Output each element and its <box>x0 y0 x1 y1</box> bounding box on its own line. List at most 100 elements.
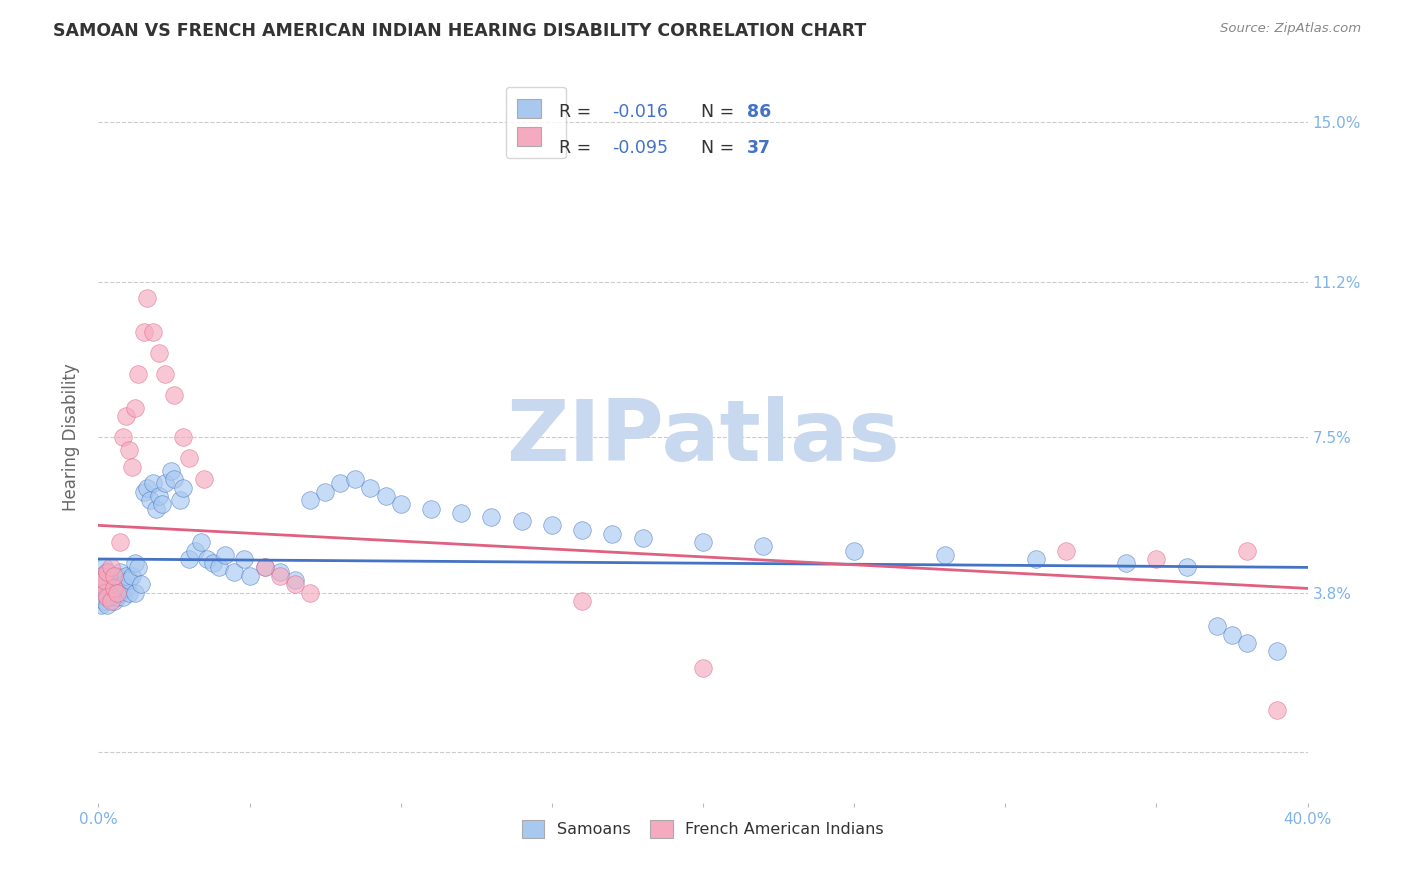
Point <box>96 585 118 599</box>
Point <box>108 573 131 587</box>
Point <box>124 401 146 415</box>
Point <box>752 540 775 554</box>
Point <box>100 590 122 604</box>
Point <box>100 582 122 596</box>
Point <box>93 573 115 587</box>
Point <box>114 569 136 583</box>
Point <box>124 556 146 570</box>
Point <box>93 573 115 587</box>
Point <box>96 590 118 604</box>
Point <box>90 569 112 583</box>
Point <box>195 552 218 566</box>
Text: -0.095: -0.095 <box>613 139 668 157</box>
Point <box>135 481 157 495</box>
Point <box>142 325 165 339</box>
Point <box>184 543 207 558</box>
Point <box>145 501 167 516</box>
Point <box>105 590 128 604</box>
Text: N =: N = <box>700 103 740 120</box>
Point <box>163 472 186 486</box>
Point <box>1267 703 1289 717</box>
Point <box>284 577 307 591</box>
Point <box>93 585 115 599</box>
Point <box>510 514 533 528</box>
Point <box>111 590 134 604</box>
Text: 86: 86 <box>747 103 770 120</box>
Point <box>169 493 191 508</box>
Point <box>132 484 155 499</box>
Point <box>103 577 125 591</box>
Point <box>329 476 352 491</box>
Text: -0.016: -0.016 <box>613 103 668 120</box>
Point <box>224 565 246 579</box>
Point <box>118 573 141 587</box>
Point <box>142 476 165 491</box>
Text: R =: R = <box>560 103 598 120</box>
Point <box>114 582 136 596</box>
Point <box>108 585 131 599</box>
Point <box>118 585 141 599</box>
Point <box>314 484 336 499</box>
Point <box>150 497 173 511</box>
Point <box>208 560 231 574</box>
Point <box>1175 560 1198 574</box>
Point <box>127 367 149 381</box>
Point <box>163 388 186 402</box>
Point <box>153 367 176 381</box>
Point <box>1236 543 1258 558</box>
Point <box>114 409 136 423</box>
Point <box>100 594 122 608</box>
Point <box>105 585 128 599</box>
Point <box>1236 636 1258 650</box>
Point <box>540 518 562 533</box>
Point <box>239 569 262 583</box>
Text: Source: ZipAtlas.com: Source: ZipAtlas.com <box>1220 22 1361 36</box>
Point <box>571 594 593 608</box>
Point <box>631 531 654 545</box>
Point <box>96 565 118 579</box>
Text: SAMOAN VS FRENCH AMERICAN INDIAN HEARING DISABILITY CORRELATION CHART: SAMOAN VS FRENCH AMERICAN INDIAN HEARING… <box>53 22 866 40</box>
Point <box>844 543 866 558</box>
Point <box>934 548 956 562</box>
Point <box>118 442 141 457</box>
Text: 37: 37 <box>747 139 770 157</box>
Point <box>253 560 276 574</box>
Point <box>284 573 307 587</box>
Point <box>389 497 412 511</box>
Point <box>190 535 212 549</box>
Point <box>374 489 396 503</box>
Point <box>135 291 157 305</box>
Point <box>253 560 276 574</box>
Point <box>450 506 472 520</box>
Point <box>1024 552 1046 566</box>
Point <box>1220 627 1243 641</box>
Point <box>148 346 170 360</box>
Point <box>1054 543 1077 558</box>
Point <box>90 569 112 583</box>
Point <box>132 325 155 339</box>
Text: R =: R = <box>560 139 598 157</box>
Text: N =: N = <box>700 139 740 157</box>
Point <box>90 577 112 591</box>
Point <box>232 552 254 566</box>
Point <box>269 569 291 583</box>
Point <box>108 535 131 549</box>
Point <box>299 585 322 599</box>
Point <box>127 560 149 574</box>
Point <box>299 493 322 508</box>
Point <box>111 430 134 444</box>
Y-axis label: Hearing Disability: Hearing Disability <box>62 363 80 511</box>
Point <box>103 569 125 583</box>
Point <box>105 569 128 583</box>
Point <box>103 594 125 608</box>
Point <box>105 582 128 596</box>
Point <box>571 523 593 537</box>
Point <box>202 556 225 570</box>
Point <box>96 565 118 579</box>
Point <box>108 565 131 579</box>
Point <box>692 535 714 549</box>
Point <box>172 430 194 444</box>
Point <box>111 577 134 591</box>
Legend: Samoans, French American Indians: Samoans, French American Indians <box>515 812 891 846</box>
Point <box>121 569 143 583</box>
